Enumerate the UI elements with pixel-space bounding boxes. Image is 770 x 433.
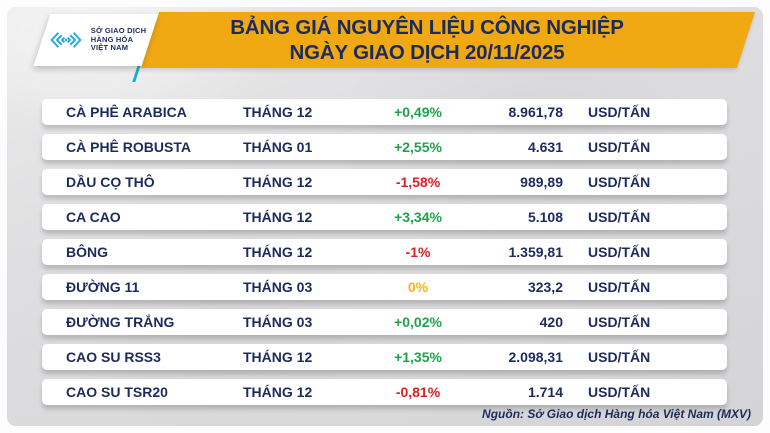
- commodity-name: CÀ PHÊ ROBUSTA: [66, 139, 191, 155]
- logo-text-line: VIỆT NAM: [90, 43, 129, 53]
- commodity-name: CAO SU TSR20: [66, 384, 168, 400]
- contract-month: THÁNG 12: [243, 104, 313, 120]
- table-row: BÔNG THÁNG 12 -1% 1.359,81 USD/TẤN: [42, 239, 727, 265]
- percent-change: 0%: [407, 279, 429, 295]
- contract-month: THÁNG 12: [243, 209, 313, 225]
- percent-change: +2,55%: [394, 139, 442, 155]
- percent-change: +0,49%: [394, 104, 442, 120]
- source-note: Nguồn: Sở Giao dịch Hàng hóa Việt Nam (M…: [482, 407, 751, 421]
- commodity-name: CA CAO: [66, 209, 121, 225]
- price-unit: USD/TẤN: [588, 314, 651, 330]
- table-row: CÀ PHÊ ARABICA THÁNG 12 +0,49% 8.961,78 …: [42, 99, 727, 125]
- mxv-logo-content: SỞ GIAO DỊCH HÀNG HÓA VIỆT NAM: [42, 14, 150, 66]
- percent-change: +0,02%: [394, 314, 442, 330]
- contract-month: THÁNG 12: [243, 244, 313, 260]
- table-row: CA CAO THÁNG 12 +3,34% 5.108 USD/TẤN: [42, 204, 727, 230]
- percent-change: +3,34%: [394, 209, 442, 225]
- table-row: CAO SU RSS3 THÁNG 12 +1,35% 2.098,31 USD…: [42, 344, 727, 370]
- price-unit: USD/TẤN: [588, 384, 651, 400]
- title-line-2: NGÀY GIAO DỊCH 20/11/2025: [289, 41, 565, 64]
- price-unit: USD/TẤN: [588, 174, 651, 190]
- price-unit: USD/TẤN: [588, 244, 651, 260]
- table-row: CAO SU TSR20 THÁNG 12 -0,81% 1.714 USD/T…: [42, 379, 727, 405]
- mxv-logo-badge: SỞ GIAO DỊCH HÀNG HÓA VIỆT NAM: [33, 14, 159, 66]
- price-unit: USD/TẤN: [588, 279, 651, 295]
- price-value: 1.359,81: [508, 244, 564, 260]
- price-value: 5.108: [527, 209, 563, 225]
- contract-month: THÁNG 12: [243, 384, 313, 400]
- price-table: CÀ PHÊ ARABICA THÁNG 12 +0,49% 8.961,78 …: [42, 99, 727, 405]
- table-row: DẦU CỌ THÔ THÁNG 12 -1,58% 989,89 USD/TẤ…: [42, 169, 727, 195]
- percent-change: -1,58%: [395, 174, 441, 190]
- price-unit: USD/TẤN: [588, 104, 651, 120]
- contract-month: THÁNG 12: [243, 349, 313, 365]
- percent-change: -0,81%: [395, 384, 441, 400]
- commodity-name: DẦU CỌ THÔ: [66, 174, 155, 190]
- price-value: 4.631: [527, 139, 563, 155]
- contract-month: THÁNG 03: [243, 314, 313, 330]
- contract-month: THÁNG 03: [243, 279, 313, 295]
- price-unit: USD/TẤN: [588, 349, 651, 365]
- page-title: BẢNG GIÁ NGUYÊN LIỆU CÔNG NGHIỆP NGÀY GI…: [137, 14, 717, 66]
- price-value: 1.714: [527, 384, 563, 400]
- price-unit: USD/TẤN: [588, 139, 651, 155]
- price-unit: USD/TẤN: [588, 209, 651, 225]
- mxv-logo-icon: [50, 32, 82, 48]
- price-value: 420: [539, 314, 563, 330]
- price-value: 323,2: [527, 279, 563, 295]
- table-row: CÀ PHÊ ROBUSTA THÁNG 01 +2,55% 4.631 USD…: [42, 134, 727, 160]
- contract-month: THÁNG 01: [243, 139, 313, 155]
- commodity-name: CÀ PHÊ ARABICA: [66, 104, 187, 120]
- percent-change: +1,35%: [394, 349, 442, 365]
- percent-change: -1%: [405, 244, 431, 260]
- commodity-name: ĐƯỜNG 11: [66, 279, 140, 295]
- table-row: ĐƯỜNG 11 THÁNG 03 0% 323,2 USD/TẤN: [42, 274, 727, 300]
- commodity-name: ĐƯỜNG TRẮNG: [66, 314, 175, 330]
- mxv-logo-text: SỞ GIAO DỊCH HÀNG HÓA VIỆT NAM: [90, 26, 146, 53]
- title-line-1: BẢNG GIÁ NGUYÊN LIỆU CÔNG NGHIỆP: [230, 16, 624, 39]
- commodity-name: CAO SU RSS3: [66, 349, 161, 365]
- price-value: 8.961,78: [508, 104, 564, 120]
- contract-month: THÁNG 12: [243, 174, 313, 190]
- price-value: 989,89: [520, 174, 563, 190]
- price-value: 2.098,31: [508, 349, 564, 365]
- background-panel: BẢNG GIÁ NGUYÊN LIỆU CÔNG NGHIỆP NGÀY GI…: [7, 7, 763, 426]
- table-row: ĐƯỜNG TRẮNG THÁNG 03 +0,02% 420 USD/TẤN: [42, 309, 727, 335]
- commodity-name: BÔNG: [66, 244, 108, 260]
